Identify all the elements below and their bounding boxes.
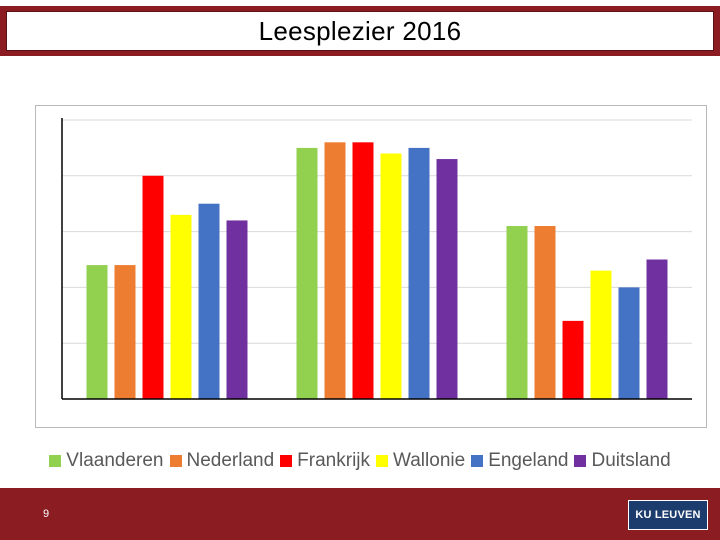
title-box: Leesplezier 2016 [6, 11, 714, 51]
bar-frankrijk-3 [562, 320, 584, 399]
chart-frame [35, 105, 707, 428]
bar-nederland-1 [114, 265, 136, 399]
bar-vlaanderen-1 [86, 265, 108, 399]
bar-engeland-1 [198, 203, 220, 399]
legend-label: Wallonie [393, 450, 466, 471]
bar-nederland-3 [534, 226, 556, 399]
bar-wallonie-3 [590, 270, 612, 399]
bar-vlaanderen-3 [506, 226, 528, 399]
bar-duitsland-1 [226, 220, 248, 399]
legend-item-frankrijk: Frankrijk [280, 450, 370, 472]
bar-frankrijk-1 [142, 175, 164, 399]
ku-leuven-logo: KU LEUVEN [628, 500, 708, 530]
legend-swatch [49, 455, 62, 467]
legend-item-engeland: Engeland [471, 450, 568, 472]
title-bar: Leesplezier 2016 [0, 6, 720, 56]
page-number: 9 [43, 508, 50, 520]
legend-item-vlaanderen: Vlaanderen [49, 450, 164, 472]
legend-label: Nederland [186, 450, 275, 471]
footer-bar: 9 KU LEUVEN [0, 488, 720, 540]
legend-swatch [376, 455, 389, 467]
legend-swatch [574, 455, 587, 467]
logo-text: KU LEUVEN [635, 509, 701, 521]
legend-swatch [280, 455, 293, 467]
legend-item-wallonie: Wallonie [376, 450, 465, 472]
bar-duitsland-2 [436, 159, 458, 399]
bar-wallonie-1 [170, 214, 192, 399]
legend-swatch [471, 455, 484, 467]
legend-label: Vlaanderen [66, 450, 164, 471]
slide-title: Leesplezier 2016 [258, 15, 462, 46]
legend-label: Frankrijk [297, 450, 371, 471]
legend-swatch [169, 455, 182, 467]
bar-vlaanderen-2 [296, 147, 318, 399]
bar-duitsland-3 [646, 259, 668, 399]
bar-engeland-2 [408, 147, 430, 399]
legend-label: Engeland [488, 450, 569, 471]
bar-chart [61, 118, 692, 400]
bar-wallonie-2 [380, 153, 402, 399]
legend-label: Duitsland [591, 450, 671, 471]
bar-frankrijk-2 [352, 142, 374, 399]
legend-item-nederland: Nederland [169, 450, 275, 472]
bar-engeland-3 [618, 287, 640, 399]
legend-item-duitsland: Duitsland [574, 450, 671, 472]
bar-nederland-2 [324, 142, 346, 399]
chart-legend: Vlaanderen Nederland Frankrijk Wallonie Enge… [0, 447, 720, 475]
